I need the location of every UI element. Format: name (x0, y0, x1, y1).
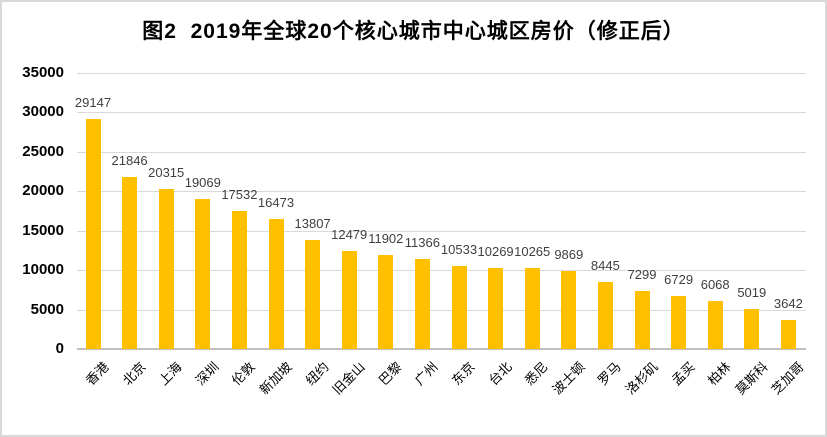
gridline (77, 151, 806, 153)
bar-罗马 (597, 282, 613, 349)
value-label: 19069 (184, 174, 221, 190)
bar-芝加哥 (780, 320, 796, 349)
value-label: 20315 (148, 164, 185, 180)
bar-洛杉矶 (634, 291, 650, 349)
x-tick-label: 波士顿 (549, 359, 588, 398)
bar-波士顿 (561, 271, 577, 349)
x-tick-label: 莫斯科 (732, 359, 771, 398)
y-tick-label: 5000 (30, 300, 64, 318)
value-label: 10533 (440, 241, 478, 257)
bar-巴黎 (378, 255, 394, 349)
x-tick-label: 洛杉矶 (622, 359, 661, 398)
bar-香港 (85, 119, 101, 349)
y-tick-label: 0 (55, 340, 64, 357)
bar-北京 (122, 176, 138, 349)
value-label: 17532 (221, 186, 258, 202)
bar-悉尼 (524, 268, 540, 349)
gridline (77, 230, 806, 232)
x-tick-label: 芝加哥 (768, 359, 808, 398)
x-tick-label: 深圳 (192, 359, 222, 389)
y-tick-label: 25000 (22, 142, 64, 160)
value-label: 8445 (590, 258, 620, 274)
gridline (77, 191, 806, 193)
x-tick-label: 旧金山 (329, 359, 368, 398)
x-tick-label: 上海 (155, 359, 185, 389)
value-label: 21846 (111, 152, 148, 168)
value-label: 6068 (700, 277, 730, 293)
value-label: 11366 (404, 235, 440, 251)
value-label: 6729 (664, 271, 694, 287)
value-label: 11902 (368, 231, 404, 247)
y-tick-label: 10000 (22, 261, 64, 279)
bar-深圳 (195, 198, 211, 349)
bar-柏林 (707, 301, 723, 349)
bar-孟买 (671, 295, 687, 349)
value-label: 13807 (294, 216, 331, 232)
gridline (77, 112, 806, 114)
gridline (77, 270, 806, 272)
plot-area: 29147 香港 21846 北京 20315 上海 19069 深圳 17532 伦敦 16473… (75, 73, 807, 397)
x-axis-line (77, 348, 806, 350)
x-tick-label: 广州 (412, 359, 442, 389)
bar-广州 (414, 259, 430, 349)
value-label: 29147 (74, 95, 112, 111)
bar-新加坡 (268, 219, 284, 349)
y-tick-label: 15000 (22, 221, 64, 239)
bar-台北 (488, 268, 504, 349)
y-tick-label: 20000 (22, 182, 64, 200)
x-tick-label: 巴黎 (375, 359, 405, 389)
bar-上海 (158, 188, 174, 349)
x-tick-label: 东京 (448, 359, 478, 389)
y-tick-label: 35000 (22, 64, 64, 81)
value-label: 10265 (514, 244, 551, 260)
value-label: 7299 (627, 267, 657, 283)
bar-伦敦 (231, 210, 247, 349)
gridline (77, 73, 806, 74)
value-label: 3642 (773, 296, 803, 312)
bar-旧金山 (341, 250, 357, 349)
x-tick-label: 台北 (485, 359, 515, 389)
value-label: 12479 (331, 226, 368, 242)
value-label: 10269 (477, 244, 514, 260)
x-tick-label: 北京 (119, 359, 149, 389)
value-label: 16473 (257, 195, 295, 211)
x-tick-label: 孟买 (668, 359, 698, 389)
bar-东京 (451, 265, 467, 349)
chart-title: 图2 2019年全球20个核心城市中心城区房价（修正后） (142, 20, 685, 43)
value-label: 9869 (554, 247, 584, 263)
gridline (77, 309, 806, 311)
value-label: 5019 (737, 285, 767, 301)
x-tick-label: 香港 (82, 359, 112, 389)
y-tick-label: 30000 (22, 103, 64, 121)
bar-莫斯科 (744, 309, 760, 349)
x-tick-label: 新加坡 (256, 359, 295, 398)
bar-纽约 (305, 240, 321, 349)
